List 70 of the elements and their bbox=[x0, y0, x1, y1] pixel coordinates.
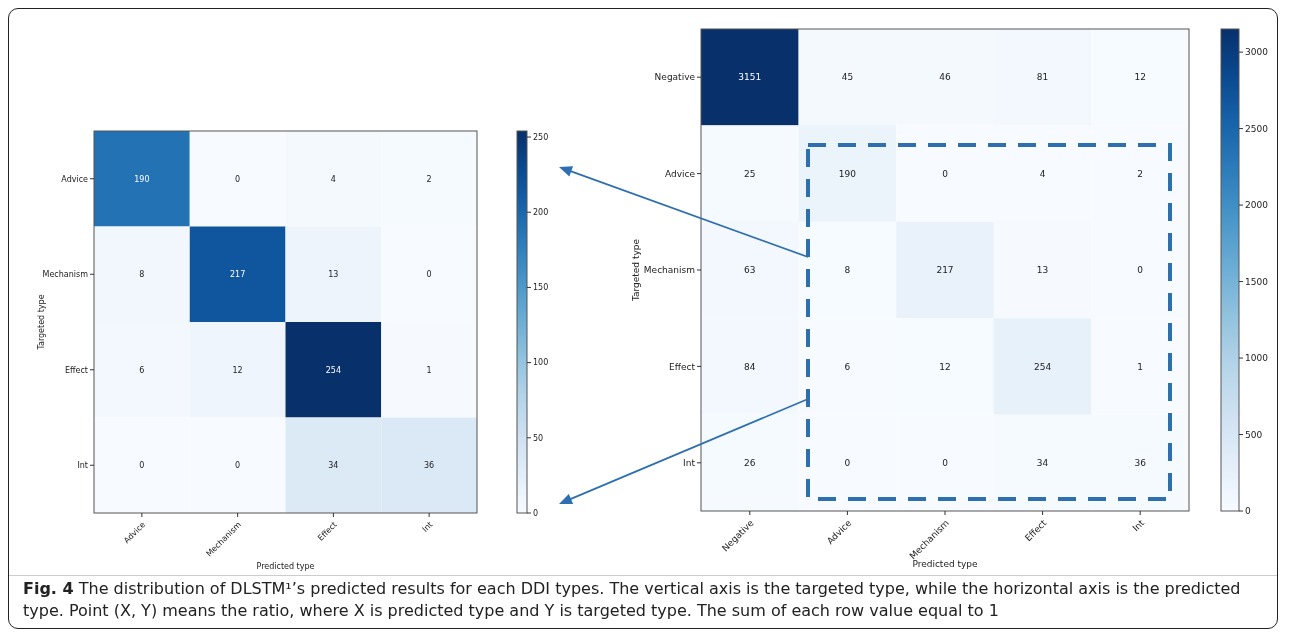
color-bar-label: 0 bbox=[533, 508, 539, 518]
data-label: 0 bbox=[1137, 265, 1144, 276]
data-label: 34 bbox=[328, 461, 339, 471]
data-label: 81 bbox=[1036, 72, 1049, 83]
data-label: 36 bbox=[1134, 457, 1147, 468]
data-label: 13 bbox=[328, 270, 339, 280]
data-label: 1 bbox=[426, 365, 432, 375]
data-label: 190 bbox=[838, 168, 857, 179]
data-label: 4 bbox=[330, 174, 336, 184]
data-label: 46 bbox=[939, 72, 951, 83]
data-label: 8 bbox=[139, 270, 145, 280]
data-label: 254 bbox=[1034, 361, 1052, 372]
y-tick-label: Int bbox=[77, 461, 88, 471]
y-tick-label: Effect bbox=[64, 365, 88, 375]
color-bar-label: 100 bbox=[533, 358, 549, 368]
color-bar-label: 2000 bbox=[1245, 200, 1269, 211]
color-bar-label: 1500 bbox=[1245, 276, 1269, 287]
x-tick-label: Int bbox=[420, 520, 435, 534]
data-label: 12 bbox=[939, 361, 951, 372]
color-bar-label: 250 bbox=[533, 132, 549, 142]
data-label: 0 bbox=[844, 457, 851, 468]
data-label: 12 bbox=[1134, 72, 1146, 83]
x-tick-label: Int bbox=[1130, 517, 1147, 534]
data-label: 217 bbox=[936, 265, 954, 276]
data-label: 6 bbox=[139, 365, 145, 375]
color-bar-label: 3000 bbox=[1245, 47, 1269, 58]
data-label: 12 bbox=[232, 365, 243, 375]
y-tick-label: Mechanism bbox=[42, 270, 89, 280]
data-label: 26 bbox=[744, 457, 756, 468]
color-bar-label: 1000 bbox=[1245, 353, 1269, 364]
color-bar-label: 200 bbox=[533, 208, 549, 218]
color-bar-label: 0 bbox=[1245, 506, 1251, 517]
data-label: 63 bbox=[744, 265, 756, 276]
x-axis-title: Predicted type bbox=[256, 562, 315, 571]
data-label: 45 bbox=[841, 72, 854, 83]
data-label: 0 bbox=[235, 174, 241, 184]
data-label: 0 bbox=[942, 457, 949, 468]
y-tick-label: Int bbox=[683, 457, 696, 468]
data-label: 2 bbox=[1137, 168, 1144, 179]
data-label: 1 bbox=[1137, 361, 1144, 372]
data-label: 84 bbox=[744, 361, 756, 372]
color-bar-label: 50 bbox=[533, 433, 544, 443]
data-label: 8 bbox=[844, 265, 851, 276]
data-label: 0 bbox=[942, 168, 949, 179]
y-tick-label: Negative bbox=[654, 72, 696, 83]
y-tick-label: Mechanism bbox=[643, 265, 695, 276]
data-label: 217 bbox=[229, 270, 246, 280]
data-label: 36 bbox=[424, 461, 435, 471]
data-label: 25 bbox=[744, 168, 756, 179]
data-label: 34 bbox=[1036, 457, 1049, 468]
data-label: 3151 bbox=[738, 72, 762, 83]
y-axis-title: Targeted type bbox=[631, 238, 641, 303]
caption: Fig. 4 The distribution of DLSTM¹’s predicted results for each DDI types. The vertical axis is the targeted type, while the horizontal axis is the predicted type. Point (X, Y) means the ratio, where X is predicted type and Y is targeted type. The sum of each row value equal to 1 bbox=[23, 578, 1242, 622]
data-label: 6 bbox=[844, 361, 851, 372]
data-label: 13 bbox=[1036, 265, 1049, 276]
color-bar-label: 150 bbox=[533, 283, 549, 293]
data-label: 254 bbox=[325, 365, 342, 375]
color-bar-label: 500 bbox=[1245, 429, 1263, 440]
data-label: 4 bbox=[1039, 168, 1046, 179]
data-label: 2 bbox=[426, 174, 432, 184]
y-tick-label: Effect bbox=[669, 361, 696, 372]
y-tick-label: Advice bbox=[664, 168, 696, 179]
y-tick-label: Advice bbox=[61, 174, 89, 184]
color-bar-label: 2500 bbox=[1245, 123, 1269, 134]
x-axis-title: Predicted type bbox=[912, 559, 979, 569]
data-label: 0 bbox=[235, 461, 241, 471]
data-label: 190 bbox=[134, 174, 150, 184]
data-label: 0 bbox=[426, 270, 432, 280]
data-label: 0 bbox=[139, 461, 145, 471]
y-axis-title: Targeted type bbox=[37, 294, 46, 351]
